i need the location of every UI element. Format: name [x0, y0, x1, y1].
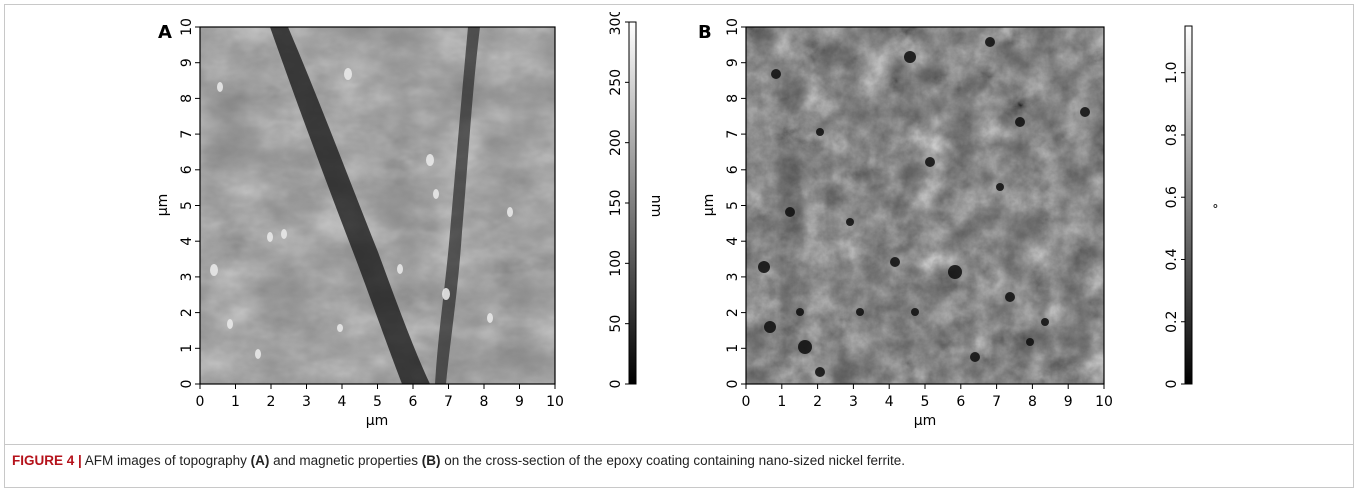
colorbar-unit: ° [1205, 203, 1219, 209]
panel-a: A 0 1 2 3 4 5 6 7 8 9 10 0 1 2 3 4 5 6 7 8 9 10 μm μm [155, 18, 564, 429]
x-tick-label: 7 [444, 394, 453, 410]
caption-text: on the cross-section of the epoxy coatin… [440, 453, 905, 468]
y-tick-label: 4 [179, 237, 195, 246]
y-tick-label: 6 [725, 165, 741, 174]
y-tick-label: 0 [725, 380, 741, 389]
x-tick-label: 0 [742, 394, 751, 410]
y-tick-label: 10 [725, 18, 741, 36]
colorbar-unit: nm [648, 195, 664, 218]
y-tick-label: 1 [179, 344, 195, 353]
x-tick-label: 3 [849, 394, 858, 410]
y-tick-label: 5 [179, 201, 195, 210]
x-tick-label: 8 [480, 394, 489, 410]
y-tick-label: 5 [725, 201, 741, 210]
figure-label: FIGURE 4 | [12, 453, 82, 468]
x-tick-label: 5 [921, 394, 930, 410]
colorbar-tick-label: 0.8 [1164, 124, 1180, 146]
y-tick-label: 9 [725, 58, 741, 67]
y-tick-label: 3 [179, 272, 195, 281]
caption-text: and magnetic properties [269, 453, 422, 468]
y-tick-label: 9 [179, 58, 195, 67]
y-tick-label: 8 [725, 94, 741, 103]
x-tick-label: 8 [1028, 394, 1037, 410]
x-tick-label: 5 [373, 394, 382, 410]
caption-divider [4, 444, 1354, 445]
colorbar-tick-label: 1.0 [1164, 62, 1180, 84]
x-axis-label: μm [366, 413, 389, 429]
x-tick-label: 4 [885, 394, 894, 410]
caption-text: AFM images of topography [81, 453, 251, 468]
x-tick-label: 3 [302, 394, 311, 410]
caption-ref-a: (A) [250, 453, 270, 468]
y-tick-label: 8 [179, 94, 195, 103]
y-tick-label: 1 [725, 344, 741, 353]
colorbar-tick-label: 0.4 [1164, 248, 1180, 270]
y-axis-label: μm [701, 194, 717, 217]
x-axis-label: μm [914, 413, 937, 429]
x-tick-label: 7 [992, 394, 1001, 410]
x-tick-label: 2 [267, 394, 276, 410]
y-tick-label: 7 [725, 130, 741, 139]
caption-ref-b: (B) [421, 453, 441, 468]
y-tick-label: 2 [725, 308, 741, 317]
y-tick-label: 2 [179, 308, 195, 317]
x-tick-label: 1 [777, 394, 786, 410]
colorbar-tick-label: 0 [1164, 380, 1180, 389]
y-tick-label: 10 [179, 18, 195, 36]
x-tick-label: 6 [409, 394, 418, 410]
y-tick-label: 6 [179, 165, 195, 174]
y-axis-label: μm [155, 194, 171, 217]
x-tick-label: 2 [813, 394, 822, 410]
colorbar-tick-label: 0 [608, 380, 624, 389]
figure-caption: FIGURE 4 | AFM images of topography (A) … [12, 452, 1342, 470]
panel-b: B 0 1 2 3 4 5 6 7 8 9 10 0 1 2 3 4 5 6 7 8 9 10 μm μm [698, 18, 1113, 429]
colorbar-tick-label: 250 [608, 69, 624, 96]
x-tick-label: 6 [956, 394, 965, 410]
colorbar-tick-label: 150 [608, 190, 624, 217]
y-tick-label: 7 [179, 130, 195, 139]
colorbar-tick-label: 0.2 [1164, 311, 1180, 333]
colorbar-tick-label: 50 [608, 315, 624, 333]
colorbar-tick-label: 300 [608, 12, 624, 35]
colorbar-tick-label: 0.6 [1164, 186, 1180, 208]
y-tick-label: 0 [179, 380, 195, 389]
colorbar-tick-label: 200 [608, 129, 624, 156]
x-tick-label: 1 [231, 394, 240, 410]
y-tick-label: 3 [725, 272, 741, 281]
colorbar-a: 0 50 100 150 200 250 300 nm [608, 12, 664, 389]
x-tick-label: 10 [546, 394, 564, 410]
colorbar-tick-label: 100 [608, 250, 624, 277]
x-tick-label: 9 [1064, 394, 1073, 410]
y-tick-label: 4 [725, 237, 741, 246]
panel-letter: A [158, 22, 172, 43]
x-tick-label: 4 [338, 394, 347, 410]
x-tick-label: 9 [515, 394, 524, 410]
figure-frame [4, 4, 1354, 488]
colorbar-b: 0 0.2 0.4 0.6 0.8 1.0 ° [1164, 25, 1219, 389]
panel-letter: B [698, 22, 712, 43]
x-tick-label: 10 [1095, 394, 1113, 410]
x-tick-label: 0 [196, 394, 205, 410]
